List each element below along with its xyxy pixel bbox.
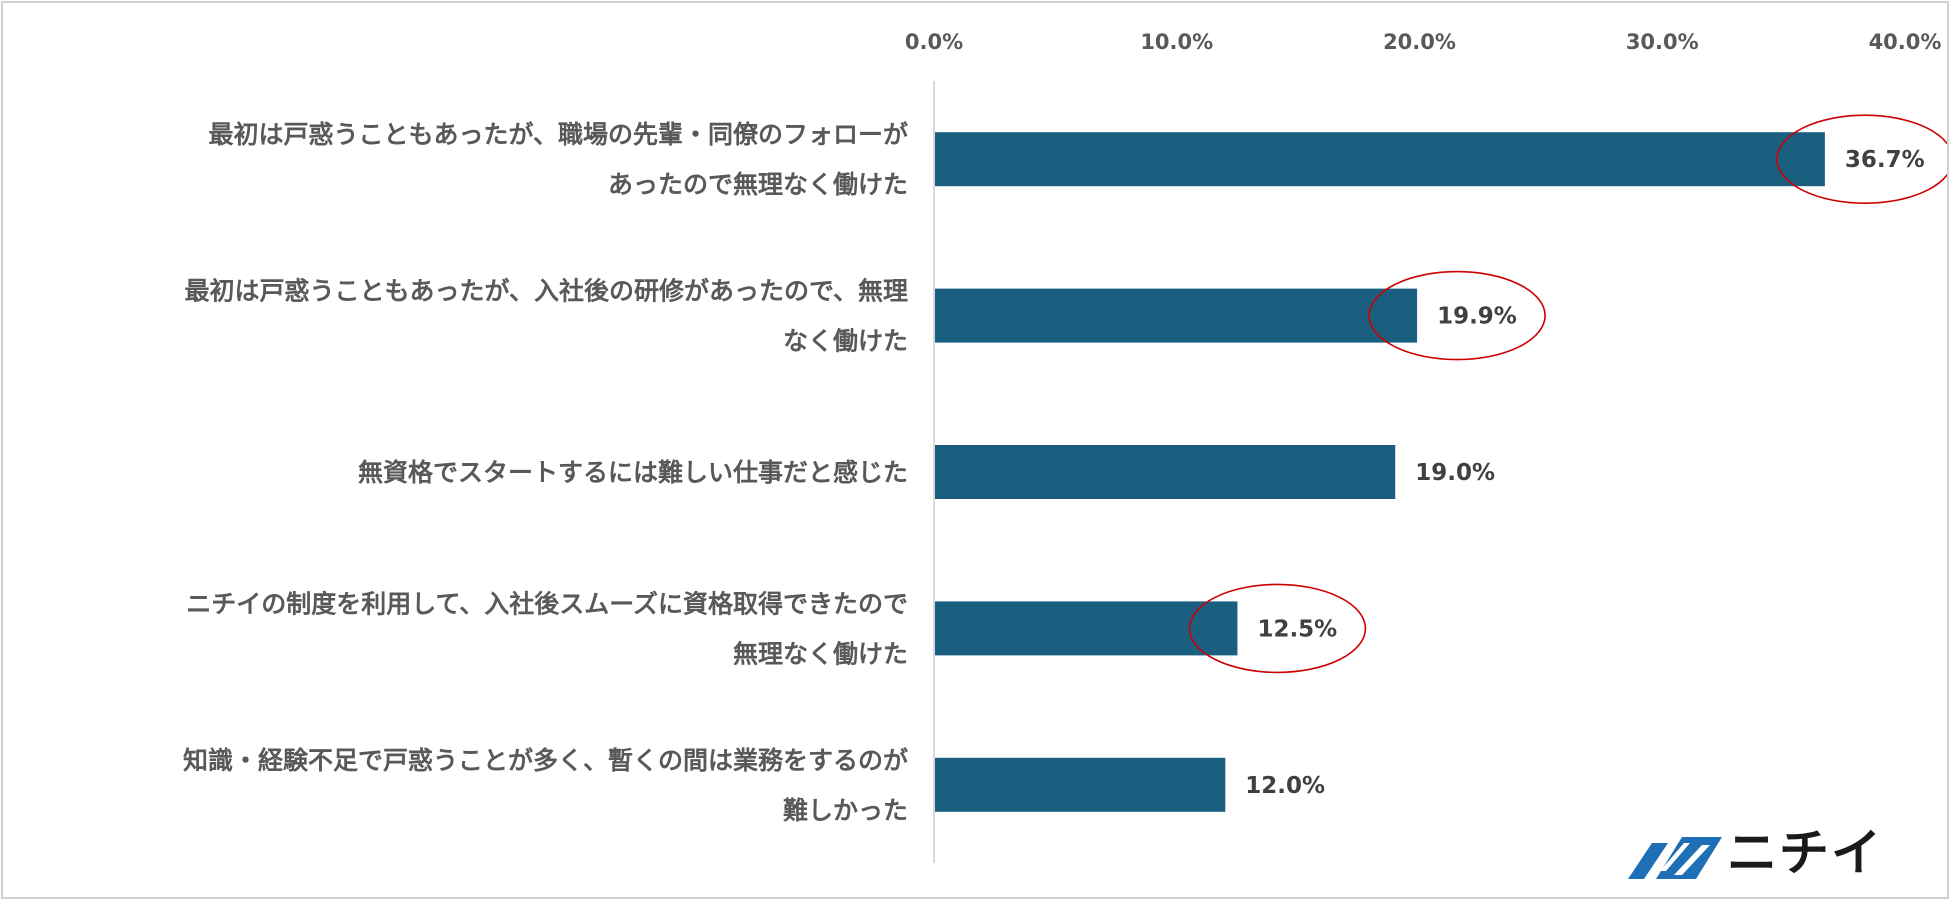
- data-label: 19.9%: [1437, 304, 1517, 330]
- category-label: あったので無理なく働けた: [608, 170, 908, 199]
- highlight-ellipse: [1188, 583, 1367, 674]
- highlight-ellipses: [1188, 114, 1947, 674]
- category-label: なく働けた: [783, 327, 908, 356]
- data-label: 36.7%: [1845, 147, 1925, 173]
- value-labels: 36.7% 19.9% 19.0% 12.5% 12.0%: [1245, 147, 1924, 799]
- nichii-logo-icon: [1628, 837, 1722, 879]
- data-label: 12.0%: [1245, 773, 1325, 799]
- bar: [935, 445, 1396, 499]
- x-tick-label: 10.0%: [1140, 30, 1213, 54]
- x-tick-label: 0.0%: [905, 30, 963, 54]
- bar: [935, 132, 1825, 187]
- data-label: 19.0%: [1415, 460, 1495, 486]
- nichii-logo: ニチイ: [1628, 825, 1883, 880]
- category-label: 最初は戸惑うこともあったが、職場の先輩・同僚のフォローが: [208, 120, 908, 149]
- category-label: 最初は戸惑うこともあったが、入社後の研修があったので、無理: [184, 277, 908, 306]
- bar: [935, 757, 1226, 812]
- category-label: 無理なく働けた: [733, 639, 908, 668]
- data-label: 12.5%: [1257, 616, 1337, 642]
- category-label: ニチイの制度を利用して、入社後スムーズに資格取得できたので: [186, 589, 908, 618]
- nichii-logo-text: ニチイ: [1727, 823, 1883, 882]
- category-label: 無資格でスタートするには難しい仕事だと感じた: [358, 458, 908, 487]
- highlight-ellipse: [1368, 270, 1546, 361]
- x-tick-label: 20.0%: [1383, 30, 1456, 54]
- x-tick-label: 40.0%: [1869, 30, 1942, 54]
- bar-chart: 0.0% 10.0% 20.0% 30.0% 40.0% 最初は戸惑うこともあったが、職…: [183, 30, 1947, 863]
- category-labels: 最初は戸惑うこともあったが、職場の先輩・同僚のフォローがあったので無理なく働けた…: [183, 120, 908, 825]
- highlight-ellipse: [1776, 114, 1947, 204]
- bar: [935, 288, 1418, 343]
- x-tick-label: 30.0%: [1626, 30, 1699, 54]
- bars: [935, 132, 1825, 812]
- bar: [935, 601, 1238, 656]
- x-axis-ticks: 0.0% 10.0% 20.0% 30.0% 40.0%: [905, 30, 1942, 54]
- category-label: 難しかった: [783, 796, 908, 825]
- category-label: 知識・経験不足で戸惑うことが多く、暫くの間は業務をするのが: [183, 746, 908, 775]
